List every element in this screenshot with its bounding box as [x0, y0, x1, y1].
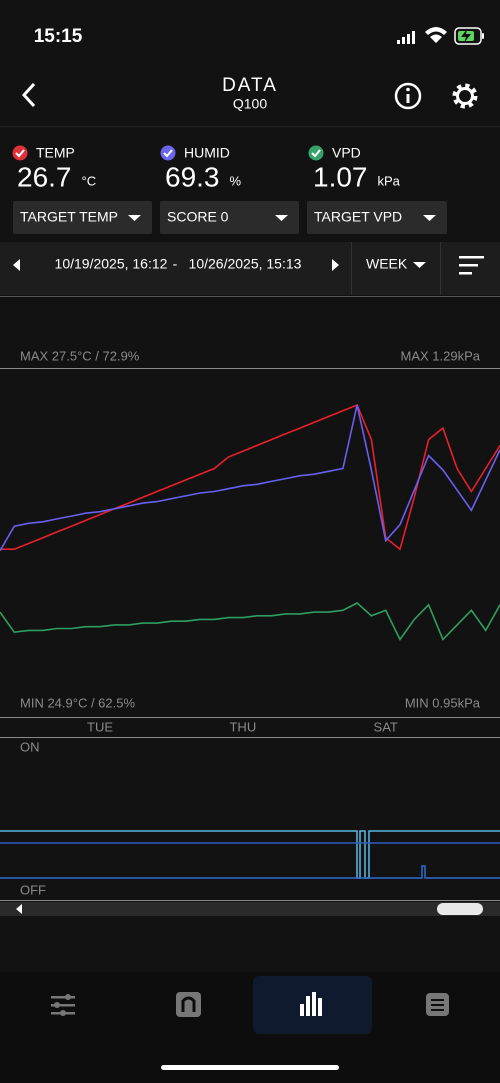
period-arrow: [413, 262, 426, 268]
range-bar: [0, 242, 500, 295]
sort-button[interactable]: [459, 256, 484, 275]
divider: [0, 296, 500, 297]
reading-name: VPD: [332, 145, 361, 161]
range-start: 10/19/2025, 16:12: [55, 256, 168, 272]
back-button[interactable]: [21, 82, 36, 108]
x-tick-label: THU: [229, 719, 256, 734]
divider: [0, 126, 500, 127]
period-select[interactable]: WEEK: [366, 256, 408, 272]
divider: [0, 737, 500, 738]
status-icon: [160, 145, 176, 161]
divider: [351, 242, 352, 295]
min-right-label: MIN 0.95kPa: [405, 695, 481, 710]
header-title: DATA: [222, 75, 278, 96]
dropdown-label: TARGET VPD: [314, 209, 402, 225]
dropdown-arrow: [128, 215, 141, 221]
check: [311, 149, 321, 158]
dropdown-arrow: [423, 215, 436, 221]
divider: [0, 900, 500, 901]
next-button[interactable]: [332, 259, 339, 271]
reading-unit: °C: [82, 173, 97, 188]
reading-unit: kPa: [378, 173, 401, 188]
max-right-label: MAX 1.29kPa: [401, 348, 481, 363]
range-separator: -: [173, 256, 178, 272]
dropdown-label: SCORE 0: [167, 209, 229, 225]
info-button[interactable]: [394, 82, 422, 110]
reading-value: 69.3: [165, 161, 220, 192]
plot: [0, 403, 500, 642]
nav-menu[interactable]: [426, 993, 449, 1016]
header-subtitle: Q100: [233, 96, 267, 112]
dropdown[interactable]: [160, 201, 299, 234]
chart-bottom-line: [0, 717, 500, 718]
reading-name: HUMID: [184, 145, 230, 161]
x-tick-label: SAT: [374, 719, 398, 734]
scrollbar[interactable]: [0, 902, 500, 916]
x-axis: TUE THU SAT: [87, 719, 398, 734]
scroll-left[interactable]: [16, 904, 22, 914]
state-lines: [0, 830, 500, 879]
reading-name: TEMP: [36, 145, 75, 161]
reading-value: 26.7: [17, 161, 72, 192]
x-tick-label: TUE: [87, 719, 113, 734]
chart-top-line: [0, 368, 500, 369]
status-time: 15:15: [34, 26, 83, 47]
dropdowns: TARGET TEMP SCORE 0 TARGET VPD: [13, 201, 447, 234]
status-icon: [308, 145, 324, 161]
nav-data[interactable]: [300, 992, 322, 1016]
nav-device[interactable]: [176, 992, 201, 1017]
check: [15, 149, 25, 158]
dropdown-arrow: [275, 215, 288, 221]
series-line: [0, 602, 500, 642]
prev-button[interactable]: [13, 259, 20, 271]
settings-button[interactable]: [452, 83, 478, 109]
status-icon: [12, 145, 28, 161]
home-indicator: [161, 1065, 339, 1070]
bottom-nav: [0, 972, 500, 1083]
series-line: [0, 404, 500, 552]
dropdown[interactable]: [13, 201, 152, 234]
check: [163, 149, 173, 158]
scroll-thumb[interactable]: [437, 903, 483, 915]
off-label: OFF: [20, 882, 46, 897]
on-label: ON: [20, 739, 40, 754]
dropdown[interactable]: [307, 201, 447, 234]
range-end: 10/26/2025, 15:13: [189, 256, 302, 272]
nav-controls[interactable]: [51, 994, 75, 1016]
max-left-label: MAX 27.5°C / 72.9%: [20, 348, 140, 363]
dropdown-label: TARGET TEMP: [20, 209, 118, 225]
min-left-label: MIN 24.9°C / 62.5%: [20, 695, 135, 710]
reading-value: 1.07: [313, 161, 368, 192]
divider: [440, 242, 441, 295]
series-line: [0, 403, 500, 551]
reading-unit: %: [230, 173, 242, 188]
status-icons: [397, 27, 484, 45]
